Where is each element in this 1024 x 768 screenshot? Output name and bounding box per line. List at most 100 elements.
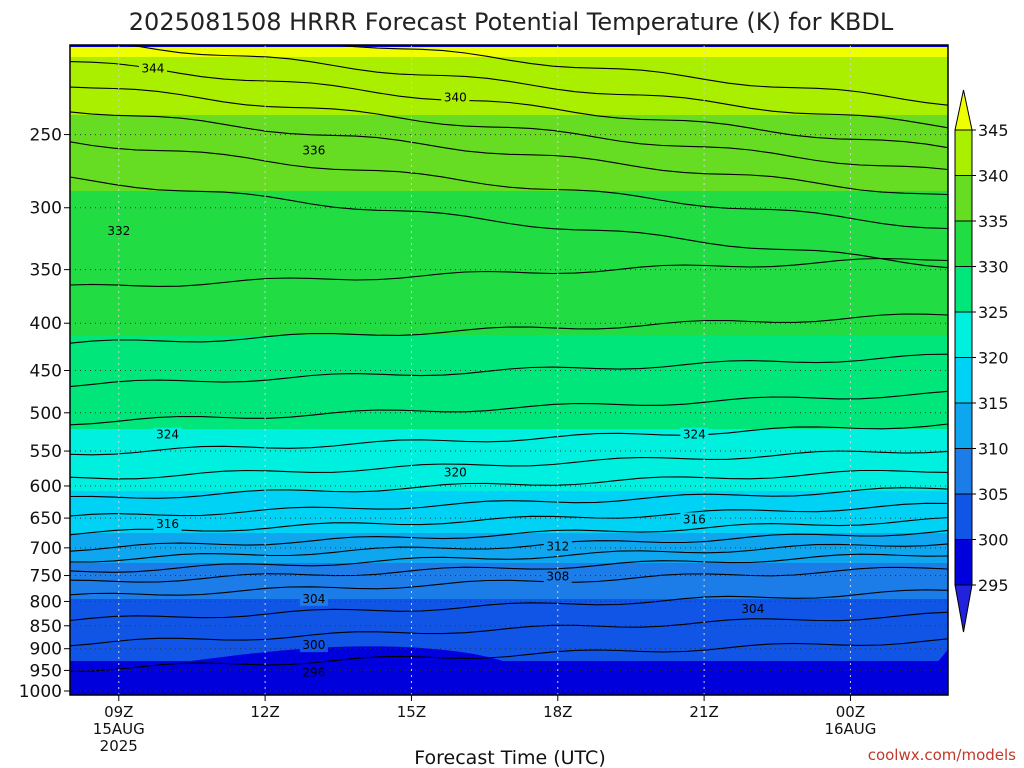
shade-band [70,293,948,296]
shade-band [70,225,948,228]
colorbar-tick-label: 335 [978,212,1009,231]
x-tick-label: 00Z [836,703,865,721]
shade-band [70,67,948,70]
shade-band [70,399,948,402]
shade-band [70,529,948,532]
shade-band [70,361,948,364]
shade-band [70,409,948,412]
y-tick-label: 950 [30,661,62,681]
shade-band [70,619,948,622]
shade-band [70,173,948,176]
shade-band [70,661,948,664]
shade-band [70,169,948,172]
colorbar-tick-label: 345 [978,121,1009,140]
shade-band [70,137,948,140]
y-tick-label: 500 [30,404,62,424]
contour-label: 324 [156,428,179,442]
shade-band [70,299,948,302]
shade-band [70,379,948,382]
shade-band [70,207,948,210]
shade-band [70,199,948,202]
colorbar-bin [954,539,973,586]
shade-band [70,577,948,580]
shade-band [70,507,948,510]
isentrope-line [69,566,949,596]
shade-band [70,243,948,246]
shade-band [70,131,948,134]
shade-band [70,65,948,68]
shade-band [70,605,948,608]
contour-label-bg [299,143,328,158]
y-tick-label: 550 [30,442,62,462]
shade-band [70,445,948,448]
shade-band [70,215,948,218]
colorbar-bin [954,357,973,404]
shade-band [70,557,948,560]
contour-label-bg [299,665,328,680]
shade-band [70,393,948,396]
shade-band [70,569,948,572]
shade-band [70,497,948,500]
shade-band [70,565,948,568]
shade-band [70,115,948,118]
colorbar-tick-label: 310 [978,440,1009,459]
shade-band [70,339,948,342]
shade-band [70,195,948,198]
shade-band [70,517,948,520]
contour-label-bg [153,427,182,442]
shade-band [70,275,948,278]
y-tick-label: 400 [30,314,62,334]
shade-band [70,119,948,122]
y-tick-label: 300 [30,199,62,219]
contour-label: 344 [141,61,164,75]
shade-band [70,643,948,646]
contour-label: 320 [444,465,467,479]
shade-band [70,481,948,484]
shade-band [70,433,948,436]
shade-band [70,371,948,374]
contour-label: 300 [302,638,325,652]
shade-band [70,343,948,346]
shade-band [70,183,948,186]
shade-band [70,525,948,528]
colorbar-tick-label: 295 [978,576,1009,595]
contour-label: 336 [302,143,325,157]
shade-band [70,435,948,438]
shade-band [70,277,948,280]
shade-band [70,53,948,56]
shade-band [70,87,948,90]
shade-band [70,461,948,464]
isentrope-line [69,111,949,196]
y-tick-label: 250 [30,126,62,146]
shade-band [70,347,948,350]
contour-label: 316 [156,517,179,531]
shade-band [70,79,948,82]
shade-band [70,623,948,626]
y-tick-label: 600 [30,477,62,497]
shade-band [70,337,948,340]
shade-band [70,319,948,322]
y-tick-label: 900 [30,640,62,660]
y-tick-label: 750 [30,567,62,587]
colorbar-tick-label: 340 [978,167,1009,186]
shade-band [70,259,948,262]
shade-band [70,261,948,264]
shade-band [70,49,948,52]
shade-band [70,123,948,126]
shade-band [70,359,948,362]
shade-band [70,289,948,292]
shade-band [70,51,948,54]
y-tick-label: 800 [30,592,62,612]
shade-band [70,513,948,516]
shade-band [70,453,948,456]
shade-band [70,205,948,208]
shade-band [70,107,948,110]
colorbar-tick-label: 330 [978,258,1009,277]
shade-band [70,77,948,80]
shade-band [70,63,948,66]
shade-band [70,469,948,472]
shade-band [70,231,948,234]
colorbar-tick-label: 305 [978,485,1009,504]
colorbar-bin [954,220,973,267]
shade-band [70,349,948,352]
